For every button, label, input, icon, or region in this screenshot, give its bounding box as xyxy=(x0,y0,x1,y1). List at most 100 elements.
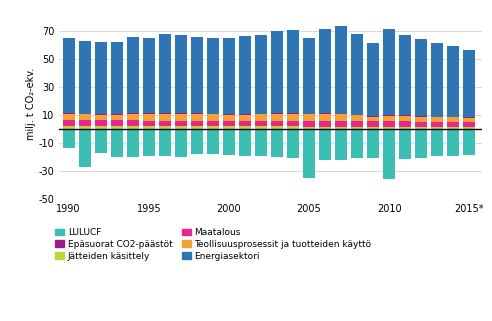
Bar xyxy=(127,114,139,120)
Bar xyxy=(271,126,283,129)
Bar xyxy=(207,38,219,114)
Bar xyxy=(62,113,75,114)
Bar xyxy=(239,115,251,121)
Bar xyxy=(143,121,155,126)
Bar xyxy=(159,113,171,114)
Bar xyxy=(111,120,123,126)
Bar xyxy=(191,114,203,121)
Bar xyxy=(207,114,219,121)
Bar xyxy=(351,129,363,158)
Bar xyxy=(319,29,331,113)
Bar xyxy=(383,115,395,116)
Bar xyxy=(191,113,203,114)
Bar xyxy=(94,42,107,114)
Bar xyxy=(463,127,475,129)
Bar xyxy=(319,113,331,114)
Bar xyxy=(111,115,123,120)
Bar xyxy=(79,129,91,167)
Bar xyxy=(191,126,203,129)
Bar xyxy=(463,122,475,127)
Bar xyxy=(159,34,171,113)
Bar xyxy=(175,35,187,113)
Bar xyxy=(175,129,187,157)
Bar xyxy=(143,114,155,121)
Bar xyxy=(335,114,347,121)
Bar xyxy=(431,122,443,127)
Bar xyxy=(255,126,267,129)
Bar xyxy=(159,129,171,156)
Bar xyxy=(319,126,331,129)
Bar xyxy=(303,129,315,178)
Bar xyxy=(271,114,283,121)
Bar xyxy=(79,41,91,114)
Bar xyxy=(351,115,363,121)
Bar xyxy=(399,129,411,159)
Bar xyxy=(399,35,411,116)
Bar xyxy=(383,116,395,121)
Bar xyxy=(159,121,171,126)
Bar xyxy=(94,120,107,126)
Bar xyxy=(351,121,363,127)
Bar xyxy=(191,37,203,113)
Bar xyxy=(383,121,395,127)
Bar xyxy=(127,120,139,126)
Bar xyxy=(367,43,379,116)
Bar xyxy=(335,126,347,129)
Bar xyxy=(111,114,123,115)
Bar xyxy=(175,126,187,129)
Bar xyxy=(447,129,460,156)
Bar xyxy=(287,113,299,114)
Bar xyxy=(319,114,331,121)
Bar xyxy=(62,126,75,129)
Bar xyxy=(143,113,155,114)
Bar xyxy=(207,121,219,126)
Bar xyxy=(111,42,123,114)
Bar xyxy=(255,129,267,156)
Bar xyxy=(111,126,123,129)
Bar xyxy=(367,121,379,127)
Bar xyxy=(94,114,107,115)
Bar xyxy=(287,121,299,126)
Bar xyxy=(79,114,91,120)
Bar xyxy=(431,117,443,122)
Bar xyxy=(303,114,315,121)
Bar xyxy=(367,129,379,158)
Bar xyxy=(239,36,251,114)
Bar xyxy=(335,26,347,114)
Bar xyxy=(143,126,155,129)
Bar xyxy=(175,114,187,121)
Bar xyxy=(415,39,427,117)
Bar xyxy=(431,127,443,129)
Bar xyxy=(62,129,75,148)
Bar xyxy=(207,129,219,154)
Bar xyxy=(239,121,251,126)
Bar xyxy=(447,46,460,117)
Bar xyxy=(127,37,139,113)
Bar xyxy=(79,120,91,126)
Bar xyxy=(399,127,411,129)
Bar xyxy=(335,129,347,160)
Bar xyxy=(463,50,475,117)
Bar xyxy=(271,113,283,114)
Bar xyxy=(335,121,347,126)
Bar xyxy=(191,129,203,154)
Bar xyxy=(79,126,91,129)
Bar xyxy=(351,127,363,129)
Bar xyxy=(415,129,427,158)
Bar xyxy=(143,38,155,113)
Bar xyxy=(431,43,443,117)
Y-axis label: milj. t CO₂-ekv.: milj. t CO₂-ekv. xyxy=(26,68,35,141)
Bar xyxy=(62,38,75,113)
Bar xyxy=(94,115,107,120)
Bar xyxy=(415,117,427,122)
Bar xyxy=(463,129,475,155)
Bar xyxy=(319,129,331,160)
Bar xyxy=(367,116,379,117)
Bar xyxy=(159,126,171,129)
Bar xyxy=(415,122,427,127)
Bar xyxy=(399,116,411,121)
Bar xyxy=(319,121,331,126)
Bar xyxy=(463,117,475,122)
Bar xyxy=(271,129,283,157)
Bar xyxy=(239,126,251,129)
